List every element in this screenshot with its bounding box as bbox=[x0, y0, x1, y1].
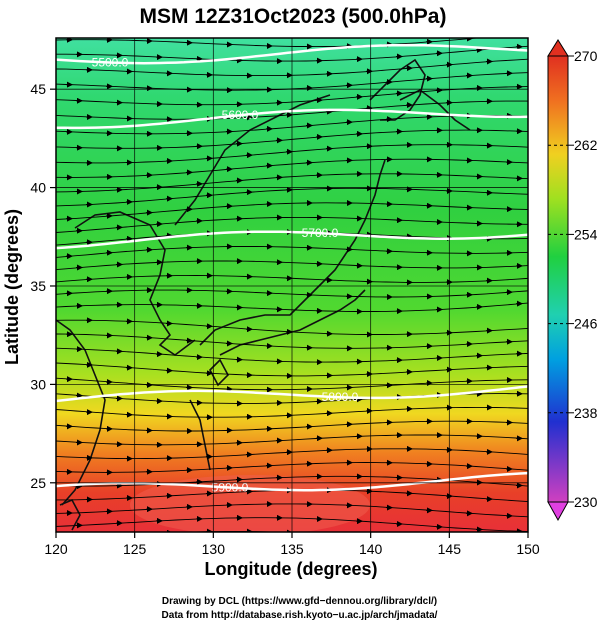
colorbar-tick-label: 230 bbox=[574, 494, 598, 510]
colorbar-tick-label: 254 bbox=[574, 226, 598, 242]
colorbar-tick-label: 246 bbox=[574, 316, 598, 332]
y-tick-label: 30 bbox=[30, 376, 46, 392]
x-tick-label: 130 bbox=[202, 541, 226, 557]
y-axis: 25 30 35 40 45 bbox=[30, 81, 56, 491]
contour-label: 5500.0 bbox=[92, 55, 129, 69]
streamlines bbox=[56, 38, 528, 532]
streamline bbox=[56, 462, 528, 473]
streamline bbox=[56, 333, 528, 349]
y-tick-label: 45 bbox=[30, 81, 46, 97]
streamline bbox=[56, 45, 528, 62]
x-tick-label: 135 bbox=[280, 541, 304, 557]
colorbar-gradient bbox=[547, 55, 569, 503]
streamline bbox=[56, 260, 528, 271]
chart-title: MSM 12Z31Oct2023 (500.0hPa) bbox=[140, 5, 447, 28]
y-axis-label: Latitude (degrees) bbox=[2, 209, 22, 365]
x-tick-label: 120 bbox=[44, 541, 68, 557]
streamline bbox=[56, 420, 528, 432]
colorbar-top-arrow bbox=[547, 39, 569, 57]
contour-label: 5800.0 bbox=[322, 390, 359, 404]
x-tick-label: 125 bbox=[123, 541, 147, 557]
streamline bbox=[56, 347, 528, 363]
streamline bbox=[56, 289, 528, 298]
contour-label: 5700.0 bbox=[302, 226, 339, 240]
streamline bbox=[56, 475, 528, 487]
streamline bbox=[56, 517, 528, 532]
streamline bbox=[56, 158, 528, 178]
x-tick-label: 145 bbox=[438, 541, 462, 557]
contour-label: 5900.0 bbox=[212, 481, 249, 495]
y-tick-label: 40 bbox=[30, 180, 46, 196]
streamline bbox=[56, 216, 528, 233]
colorbar-bottom-arrow bbox=[547, 501, 569, 522]
streamline bbox=[56, 173, 528, 193]
streamline bbox=[56, 503, 528, 518]
streamline bbox=[56, 129, 528, 149]
footer-credit: Drawing by DCL (https://www.gfd−dennou.o… bbox=[161, 596, 438, 607]
plot-area: 5500.0 5600.0 5700.0 5800.0 5900.0 bbox=[56, 38, 528, 532]
streamline bbox=[56, 202, 528, 220]
colorbar-tick-label: 262 bbox=[574, 137, 598, 153]
streamline bbox=[56, 38, 482, 48]
coastlines bbox=[56, 58, 471, 531]
x-axis: 120 125 130 135 140 145 150 bbox=[44, 532, 540, 557]
contour-label: 5600.0 bbox=[222, 108, 259, 122]
y-tick-label: 25 bbox=[30, 475, 46, 491]
x-axis-label: Longitude (degrees) bbox=[204, 559, 377, 579]
colorbar: 270 262 254 246 238 230 bbox=[547, 39, 598, 522]
streamline bbox=[56, 302, 528, 312]
streamline bbox=[56, 434, 528, 446]
y-tick-label: 35 bbox=[30, 278, 46, 294]
streamline bbox=[56, 377, 528, 391]
x-tick-label: 150 bbox=[516, 541, 540, 557]
colorbar-tick-label: 238 bbox=[574, 405, 598, 421]
streamline bbox=[56, 246, 528, 258]
colorbar-tick-label: 270 bbox=[574, 48, 598, 64]
x-tick-label: 140 bbox=[359, 541, 383, 557]
footer-data-source: Data from http://database.rish.kyoto−u.a… bbox=[161, 610, 438, 621]
grid bbox=[56, 38, 528, 532]
